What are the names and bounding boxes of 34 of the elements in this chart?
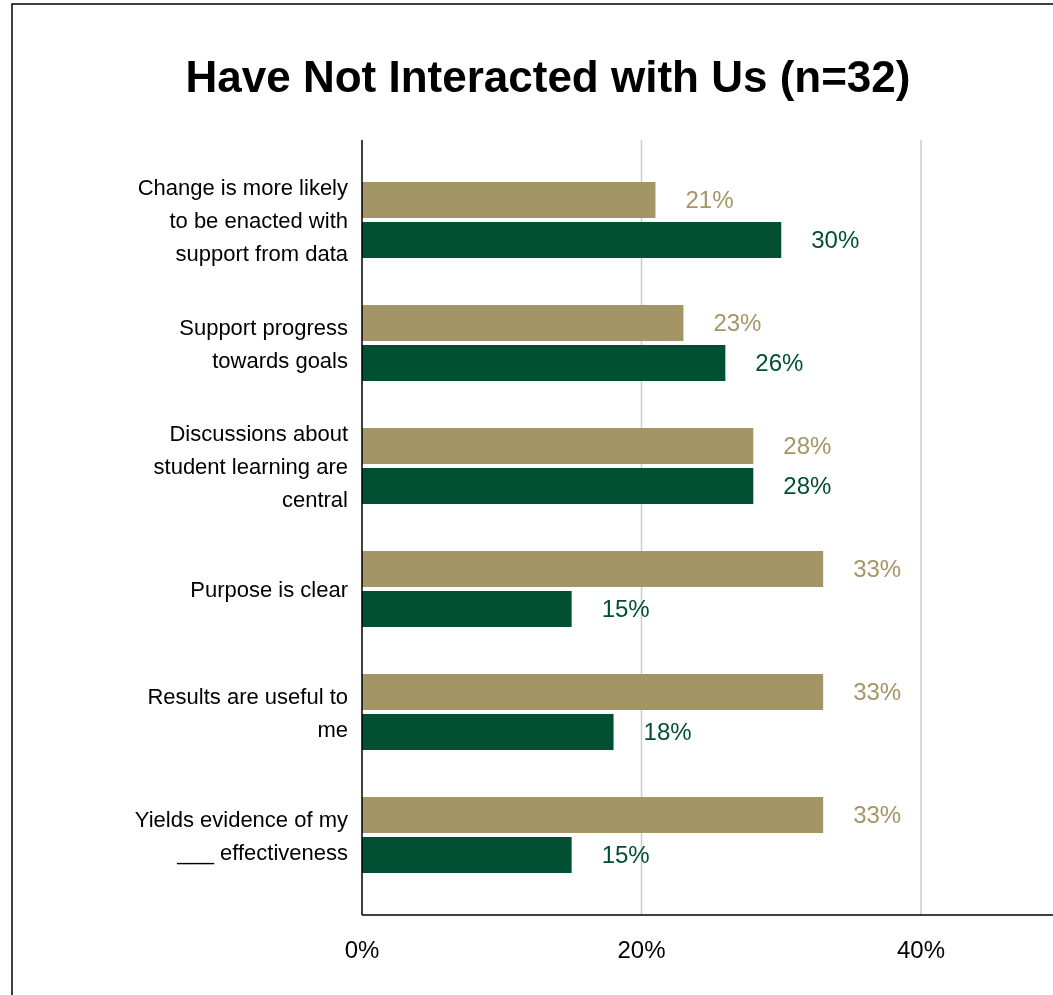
y-tick-label: Support progress towards goals: [179, 314, 348, 373]
data-label: 33%: [853, 678, 902, 705]
chart-title: Have Not Interacted with Us (n=32): [185, 52, 911, 101]
x-tick-label: 0%: [344, 936, 380, 963]
bar: [362, 674, 824, 710]
bar: [362, 837, 572, 873]
bar: [362, 428, 754, 464]
data-label: 26%: [755, 349, 804, 376]
data-label: 15%: [601, 595, 650, 622]
data-label: 15%: [601, 841, 650, 868]
bar: [362, 305, 684, 341]
bar: [362, 551, 824, 587]
y-tick-label: Change is more likely to be enacted with support from data: [137, 175, 349, 266]
bar: [362, 222, 782, 258]
bar: [362, 797, 824, 833]
bar: [362, 591, 572, 627]
data-label: 28%: [783, 472, 832, 499]
data-label: 21%: [685, 186, 734, 213]
y-tick-label: Discussions about student learning are central: [153, 421, 348, 512]
data-label: 23%: [713, 309, 762, 336]
data-label: 28%: [783, 432, 832, 459]
bar: [362, 345, 726, 381]
y-tick-label: Purpose is clear: [190, 577, 348, 602]
y-tick-label: Results are useful to me: [147, 683, 348, 742]
data-label: 33%: [853, 801, 902, 828]
x-tick-label: 40%: [896, 936, 946, 963]
data-label: 18%: [643, 718, 692, 745]
bar: [362, 714, 614, 750]
data-label: 30%: [811, 226, 860, 253]
bar: [362, 468, 754, 504]
bar: [362, 182, 656, 218]
y-tick-label: Yields evidence of my ___ effectiveness: [134, 806, 348, 865]
x-tick-label: 20%: [617, 936, 666, 963]
data-label: 33%: [853, 555, 902, 582]
